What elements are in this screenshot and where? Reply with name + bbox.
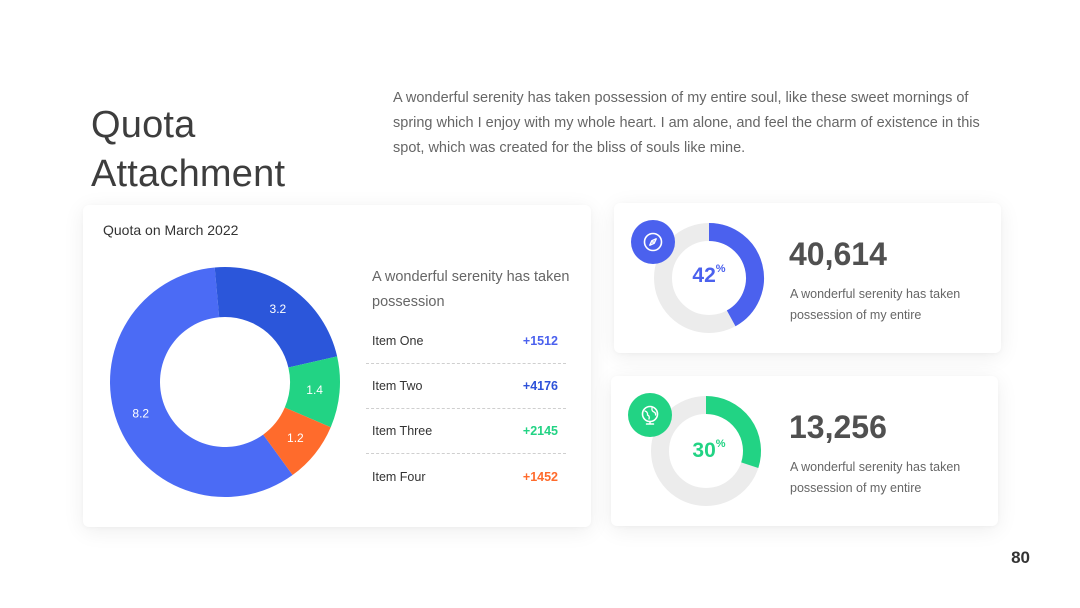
stat-description: A wonderful serenity has taken possessio… [790,287,961,322]
intro-text: A wonderful serenity has taken possessio… [393,90,980,156]
page-number: 80 [1011,548,1030,567]
item-value: +1452 [522,469,558,484]
list-item: Item Four +1452 [366,454,566,499]
stat-description: A wonderful serenity has taken possessio… [790,460,961,495]
list-item: Item One +1512 [366,319,566,364]
slice-label: 8.2 [132,407,149,421]
legend-heading: A wonderful serenity has taken possessio… [372,269,570,310]
ring-progress [705,396,761,468]
percent-label: 42% [669,263,749,288]
compass-icon [631,220,675,264]
item-label: Item One [372,334,424,348]
percent-suffix: % [715,438,726,450]
percent-suffix: % [715,263,726,275]
stat-card: 42% 40,614 A wonderful serenity has take… [614,203,1001,353]
progress-ring [651,396,761,506]
donut-slice [263,407,331,476]
quota-card: Quota on March 2022 8.2 3.2 1.4 1.2 A wonde… [83,205,591,527]
page-title: Quota Attachment [91,104,286,196]
ring-progress [708,223,764,327]
slice-label: 1.2 [287,431,304,445]
donut-slice [284,356,340,428]
item-label: Item Four [372,469,426,484]
stat-number: 40,614 [789,236,887,272]
item-label: Item Three [372,424,433,438]
slice-label: 1.4 [306,383,323,397]
progress-ring [654,223,764,333]
list-item: Item Two +4176 [366,364,566,409]
list-item: Item Three +2145 [366,409,566,454]
chart-title: Quota on March 2022 [103,222,239,238]
stat-number: 13,256 [789,409,887,445]
donut-chart: 8.2 3.2 1.4 1.2 [109,267,340,497]
percent-value: 42 [692,264,716,287]
percent-value: 30 [692,439,716,462]
slice-label: 3.2 [270,302,287,316]
stat-card: 30% 13,256 A wonderful serenity has take… [611,376,998,526]
percent-label: 30% [669,438,749,463]
item-value: +4176 [522,379,558,393]
item-value: +1512 [522,334,558,348]
item-label: Item Two [372,379,423,393]
donut-slice [214,267,338,368]
item-list: Item One +1512 Item Two +4176 Item Three… [366,319,566,499]
globe-icon [628,393,672,437]
item-value: +2145 [522,424,558,438]
donut-slice [109,267,293,497]
